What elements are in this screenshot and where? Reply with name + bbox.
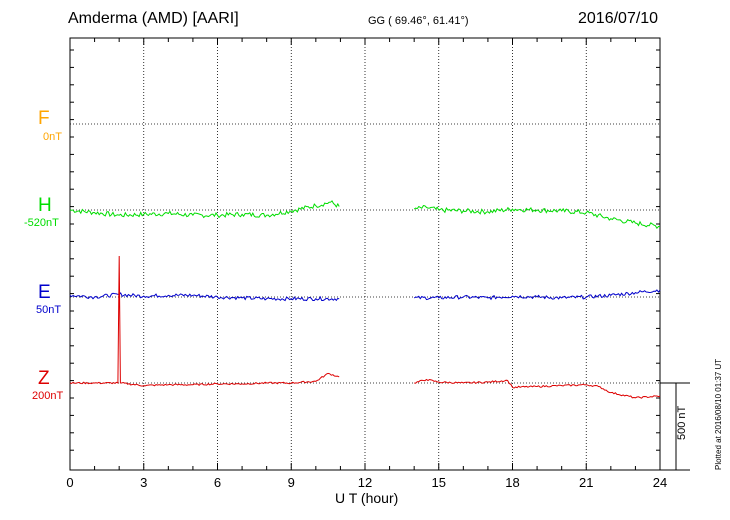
series-h-line <box>69 200 340 219</box>
x-tick-label: 24 <box>653 475 667 490</box>
scale-bar-label: 500 nT <box>676 405 688 440</box>
x-tick-label: 9 <box>288 475 295 490</box>
x-tick-label: 3 <box>140 475 147 490</box>
channel-h-name: H <box>38 195 52 216</box>
x-tick-label: 18 <box>505 475 519 490</box>
x-tick-label: 21 <box>579 475 593 490</box>
x-tick-label: 15 <box>432 475 446 490</box>
channel-h-baseline: -520nT <box>24 217 59 229</box>
series-z-line <box>69 255 340 387</box>
channel-e-baseline: 50nT <box>36 304 62 316</box>
series-e-line <box>69 292 340 302</box>
x-axis-label: U T (hour) <box>335 490 399 506</box>
x-tick-label: 12 <box>358 475 372 490</box>
series-e-line <box>413 289 661 301</box>
x-tick-label: 0 <box>66 475 73 490</box>
channel-e-name: E <box>38 282 51 303</box>
series-h-line <box>413 205 660 230</box>
coordinates-label: GG ( 69.46°, 61.41°) <box>368 15 469 27</box>
plotted-timestamp: Plotted at 2016/08/10 01:37 UT <box>714 358 723 470</box>
channel-z-baseline: 200nT <box>32 390 64 402</box>
date-label: 2016/07/10 <box>578 10 659 27</box>
channel-z-name: Z <box>38 368 50 389</box>
channel-f-name: F <box>38 108 50 129</box>
channel-f-baseline: 0nT <box>43 131 62 143</box>
series-z-line <box>414 378 661 399</box>
x-tick-label: 6 <box>214 475 221 490</box>
station-title: Amderma (AMD) [AARI] <box>68 10 239 27</box>
